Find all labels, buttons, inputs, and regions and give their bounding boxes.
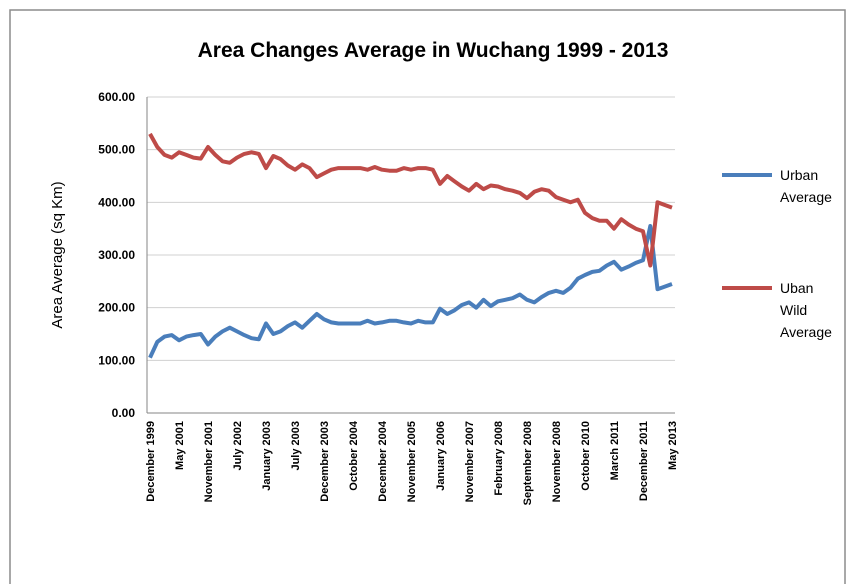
y-axis-label: Area Average (sq Km) bbox=[49, 181, 66, 328]
x-tick-label: December 2003 bbox=[319, 421, 331, 502]
legend-label: Urban Average bbox=[780, 167, 832, 205]
series-line bbox=[148, 132, 673, 268]
x-tick-label: November 2008 bbox=[551, 421, 563, 502]
x-tick-label: May 2013 bbox=[667, 421, 679, 470]
x-tick-label: January 2006 bbox=[435, 421, 447, 491]
x-tick-label: October 2004 bbox=[348, 420, 360, 491]
x-tick-label: May 2001 bbox=[174, 421, 186, 470]
y-tick-label: 600.00 bbox=[98, 90, 135, 104]
series-line bbox=[148, 224, 673, 359]
legend-label: Uban Wild Average bbox=[780, 280, 832, 340]
x-tick-label: October 2010 bbox=[580, 421, 592, 491]
x-tick-label: December 2011 bbox=[638, 421, 650, 501]
chart-border bbox=[9, 9, 846, 584]
y-tick-label: 200.00 bbox=[98, 301, 135, 315]
x-tick-label: December 1999 bbox=[145, 421, 157, 502]
y-tick-label: 500.00 bbox=[98, 143, 135, 157]
x-tick-label: December 2004 bbox=[377, 420, 389, 502]
x-tick-label: November 2005 bbox=[406, 421, 418, 502]
x-tick-label: November 2007 bbox=[464, 421, 476, 502]
x-tick-label: March 2011 bbox=[609, 421, 621, 480]
y-tick-label: 100.00 bbox=[98, 353, 135, 367]
chart-title: Area Changes Average in Wuchang 1999 - 2… bbox=[198, 39, 669, 62]
x-tick-label: July 2003 bbox=[290, 421, 302, 471]
x-tick-label: February 2008 bbox=[493, 421, 505, 496]
y-tick-label: 300.00 bbox=[98, 248, 135, 262]
x-tick-label: November 2001 bbox=[203, 421, 215, 502]
x-tick-label: July 2002 bbox=[232, 421, 244, 471]
y-tick-label: 0.00 bbox=[112, 406, 136, 420]
x-tick-label: January 2003 bbox=[261, 421, 273, 491]
y-tick-label: 400.00 bbox=[98, 195, 135, 209]
x-tick-label: September 2008 bbox=[522, 421, 534, 505]
